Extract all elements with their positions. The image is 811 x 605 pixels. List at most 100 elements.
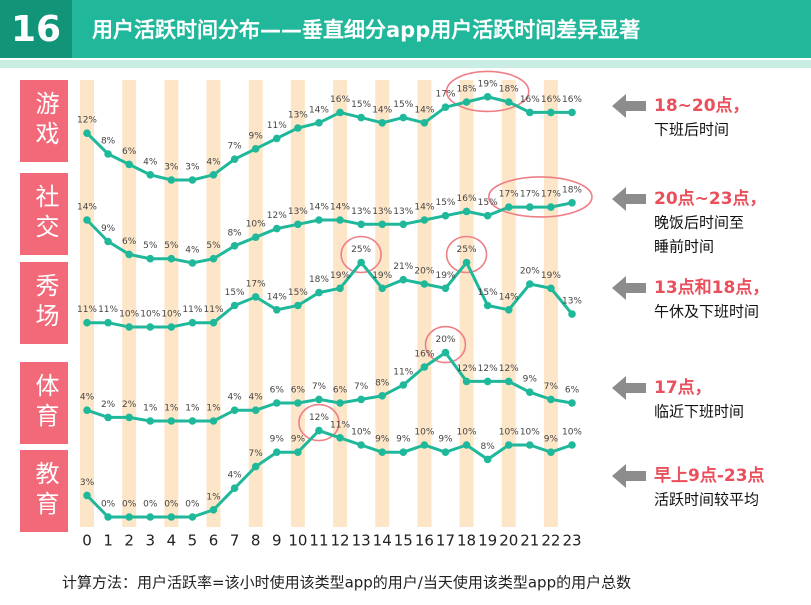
data-point — [568, 399, 576, 407]
data-point — [188, 513, 197, 521]
x-tick-label: 1 — [103, 532, 113, 550]
data-label: 14% — [499, 292, 519, 302]
data-point — [188, 176, 197, 184]
data-label: 9% — [270, 435, 285, 445]
data-label: 14% — [330, 203, 350, 213]
slide-title: 用户活跃时间分布——垂直细分app用户活跃时间差异显著 — [92, 18, 640, 42]
data-point — [104, 513, 112, 521]
data-label: 9% — [396, 435, 411, 445]
data-point — [441, 103, 450, 111]
number-box — [0, 0, 72, 58]
data-label: 16% — [330, 95, 350, 105]
data-point — [146, 323, 155, 331]
data-point — [504, 441, 513, 449]
row-label-box — [20, 450, 68, 532]
row-label: 教育 — [31, 461, 59, 521]
x-tick-label: 10 — [288, 532, 307, 550]
data-label: 15% — [435, 198, 455, 208]
data-label: 9% — [544, 435, 559, 445]
data-point — [188, 417, 197, 425]
data-label: 20% — [435, 335, 455, 345]
row-label-box — [20, 173, 68, 255]
data-point — [357, 113, 365, 122]
data-point — [547, 395, 555, 404]
data-point — [526, 203, 534, 211]
data-point — [547, 203, 555, 211]
data-point — [483, 455, 492, 464]
data-label: 19% — [330, 271, 350, 281]
data-label: 18% — [499, 85, 519, 95]
data-point — [188, 318, 197, 327]
data-label: 14% — [309, 105, 329, 115]
data-label: 8% — [101, 137, 116, 147]
data-point — [125, 250, 133, 259]
data-label: 4% — [185, 246, 200, 256]
data-point — [483, 93, 492, 101]
data-point — [272, 399, 281, 407]
x-tick-label: 0 — [82, 532, 92, 550]
data-label: 4% — [80, 393, 95, 403]
data-point — [230, 242, 239, 250]
data-point — [125, 413, 133, 422]
data-point — [230, 484, 239, 493]
data-point — [357, 258, 365, 267]
data-point — [547, 108, 555, 117]
data-point — [294, 301, 302, 310]
data-point — [399, 275, 408, 284]
data-label: 6% — [291, 386, 306, 396]
x-tick-label: 2 — [124, 532, 134, 550]
note-text: 午休及下班时间 — [654, 303, 759, 321]
x-tick-label: 6 — [209, 532, 219, 550]
data-label: 10% — [140, 310, 160, 320]
data-label: 3% — [185, 163, 200, 173]
data-point — [420, 441, 429, 449]
row-label: 社交 — [31, 184, 59, 244]
note-arrow — [612, 187, 646, 211]
data-point — [294, 220, 302, 229]
series-line — [86, 350, 573, 423]
data-label: 18% — [562, 185, 582, 195]
data-label: 17% — [541, 190, 561, 200]
data-point — [504, 377, 513, 386]
x-tick-label: 23 — [562, 532, 581, 550]
data-point — [336, 399, 344, 407]
data-point — [441, 284, 450, 293]
data-label: 16% — [562, 95, 582, 105]
note-arrow — [612, 464, 646, 488]
data-point — [336, 108, 344, 117]
data-point — [504, 306, 513, 314]
data-label: 10% — [351, 428, 371, 438]
column-stripe — [206, 80, 221, 527]
data-point — [357, 220, 365, 229]
data-label: 13% — [288, 207, 308, 217]
data-point — [251, 406, 260, 415]
data-point — [526, 441, 534, 449]
data-point — [357, 441, 365, 449]
data-label: 7% — [227, 142, 242, 152]
x-tick-label: 18 — [457, 532, 476, 550]
data-point — [420, 280, 429, 288]
data-point — [526, 280, 534, 288]
data-point — [462, 207, 471, 216]
data-label: 25% — [457, 245, 477, 255]
note-arrow — [612, 94, 646, 118]
data-label: 15% — [225, 288, 245, 298]
data-point — [104, 237, 112, 246]
data-label: 6% — [270, 386, 285, 396]
data-label: 17% — [520, 190, 540, 200]
data-label: 10% — [520, 428, 540, 438]
data-point — [568, 310, 576, 318]
data-label: 25% — [351, 245, 371, 255]
note-heading: 17点， — [654, 377, 712, 398]
x-tick-label: 20 — [499, 532, 518, 550]
data-label: 11% — [330, 420, 350, 430]
data-point — [441, 348, 450, 357]
data-label: 1% — [164, 404, 179, 414]
x-tick-label: 5 — [188, 532, 198, 550]
data-point — [526, 388, 534, 397]
data-point — [420, 216, 429, 224]
data-point — [294, 399, 302, 407]
x-tick-label: 11 — [309, 532, 328, 550]
data-point — [420, 363, 429, 371]
